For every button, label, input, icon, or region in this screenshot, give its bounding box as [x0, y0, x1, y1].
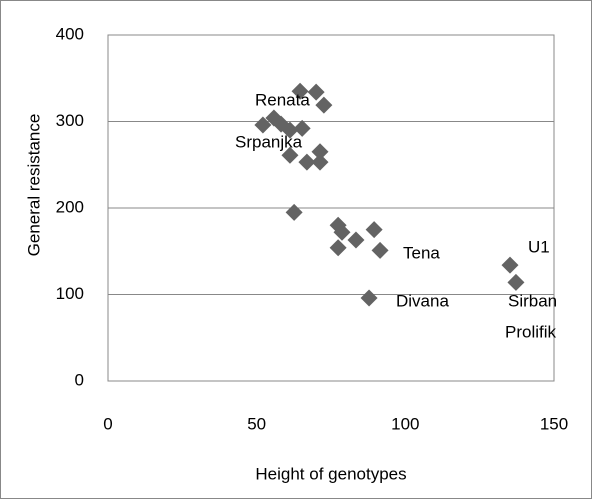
y-tick-label: 0 — [75, 370, 84, 389]
x-tick-label: 100 — [391, 414, 419, 433]
annotation: Sirban — [508, 291, 557, 310]
y-tick-label: 300 — [56, 111, 84, 130]
point — [293, 119, 311, 137]
point — [507, 273, 525, 291]
point — [298, 153, 316, 171]
point — [281, 146, 299, 164]
x-axis-label: Height of genotypes — [255, 464, 406, 483]
annotation: Renata — [255, 90, 310, 109]
point — [315, 96, 333, 114]
annotation: Divana — [396, 291, 449, 310]
point — [307, 83, 325, 101]
y-tick-label: 100 — [56, 284, 84, 303]
point — [254, 116, 272, 134]
annotation: U1 — [528, 237, 550, 256]
y-tick-label: 200 — [56, 197, 84, 216]
point — [281, 121, 299, 139]
point — [333, 223, 351, 241]
point — [311, 143, 329, 161]
y-tick-label: 400 — [56, 24, 84, 43]
point — [360, 289, 378, 307]
point — [365, 221, 383, 239]
x-tick-label: 150 — [540, 414, 568, 433]
annotation: Tena — [403, 243, 440, 262]
point — [291, 82, 309, 100]
x-tick-label: 0 — [103, 414, 112, 433]
point — [329, 239, 347, 257]
annotation: Prolifik — [505, 322, 557, 341]
point — [501, 256, 519, 274]
x-tick-label: 50 — [247, 414, 266, 433]
point — [285, 203, 303, 221]
y-axis-label: General resistance — [24, 114, 43, 257]
annotation: Srpanjka — [235, 132, 303, 151]
point — [311, 153, 329, 171]
point — [371, 241, 389, 259]
point — [347, 231, 365, 249]
